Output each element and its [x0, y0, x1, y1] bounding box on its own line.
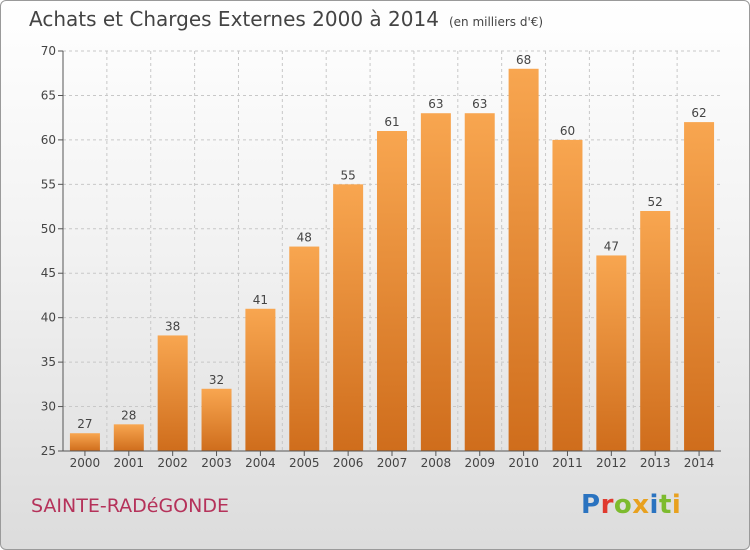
data-label: 60 [560, 124, 575, 138]
chart-unit: (en milliers d'€) [448, 15, 544, 29]
proxiti-logo: Proxiti [581, 490, 681, 520]
logo-letter: o [613, 490, 633, 520]
data-label: 47 [604, 239, 619, 253]
data-label: 55 [340, 168, 355, 182]
y-tick-label: 45 [41, 266, 56, 280]
y-tick-label: 65 [41, 88, 56, 102]
logo-letter: i [649, 490, 659, 520]
x-tick-label: 2004 [245, 456, 276, 470]
x-tick-label: 2005 [289, 456, 320, 470]
logo-letter: t [658, 490, 672, 520]
commune-name: SAINTE-RADéGONDE [31, 495, 229, 517]
x-tick-label: 2002 [157, 456, 188, 470]
x-tick-label: 2003 [201, 456, 232, 470]
bar-2013 [640, 211, 671, 451]
bar-2000 [69, 433, 100, 451]
data-label: 32 [209, 373, 224, 387]
y-tick-label: 55 [41, 177, 56, 191]
logo-letter: x [632, 490, 650, 520]
bar-2005 [289, 246, 320, 451]
x-tick-label: 2011 [552, 456, 583, 470]
logo-letter: i [671, 490, 682, 520]
axes [58, 50, 721, 456]
bar-2014 [684, 122, 715, 451]
labels: 25 30 35 40 45 50 55 60 65 70 27 2000 28 2001 38 2002 32… [41, 44, 715, 470]
data-label: 38 [165, 319, 180, 333]
y-tick-label: 25 [41, 444, 56, 458]
x-tick-label: 2008 [421, 456, 452, 470]
x-tick-label: 2009 [464, 456, 495, 470]
bar-2002 [157, 335, 188, 451]
data-label: 63 [472, 97, 487, 111]
bar-2008 [420, 113, 451, 451]
data-label: 48 [297, 231, 312, 245]
bar-2012 [596, 255, 627, 451]
y-tick-label: 60 [41, 133, 56, 147]
data-label: 62 [691, 106, 706, 120]
bar-2011 [552, 139, 583, 451]
data-label: 63 [428, 97, 443, 111]
bar-2001 [113, 424, 144, 451]
bar-2004 [245, 308, 276, 451]
x-tick-label: 2000 [70, 456, 101, 470]
y-tick-label: 30 [41, 400, 56, 414]
data-label: 28 [121, 408, 136, 422]
logo-letter: r [600, 490, 614, 520]
x-tick-label: 2007 [377, 456, 408, 470]
y-tick-label: 35 [41, 355, 56, 369]
logo-letter: P [581, 490, 601, 520]
x-tick-label: 2013 [640, 456, 671, 470]
x-tick-label: 2014 [684, 456, 715, 470]
chart-title-text: Achats et Charges Externes 2000 à 2014 [29, 7, 439, 31]
x-tick-label: 2006 [333, 456, 364, 470]
data-label: 41 [253, 293, 268, 307]
y-tick-label: 70 [41, 44, 56, 58]
x-tick-label: 2001 [114, 456, 145, 470]
x-tick-label: 2012 [596, 456, 627, 470]
y-tick-label: 40 [41, 311, 56, 325]
bar-2007 [377, 131, 407, 451]
bar-2006 [333, 184, 364, 452]
bar-2009 [464, 113, 495, 451]
data-label: 68 [516, 53, 531, 67]
y-tick-label: 50 [41, 222, 56, 236]
bars [69, 68, 715, 452]
chart-title: Achats et Charges Externes 2000 à 2014 (e… [29, 7, 543, 31]
data-label: 52 [648, 195, 663, 209]
x-tick-label: 2010 [508, 456, 539, 470]
bar-2003 [201, 388, 232, 451]
data-label: 61 [384, 115, 399, 129]
bar-2010 [508, 68, 539, 452]
data-label: 27 [77, 417, 92, 431]
